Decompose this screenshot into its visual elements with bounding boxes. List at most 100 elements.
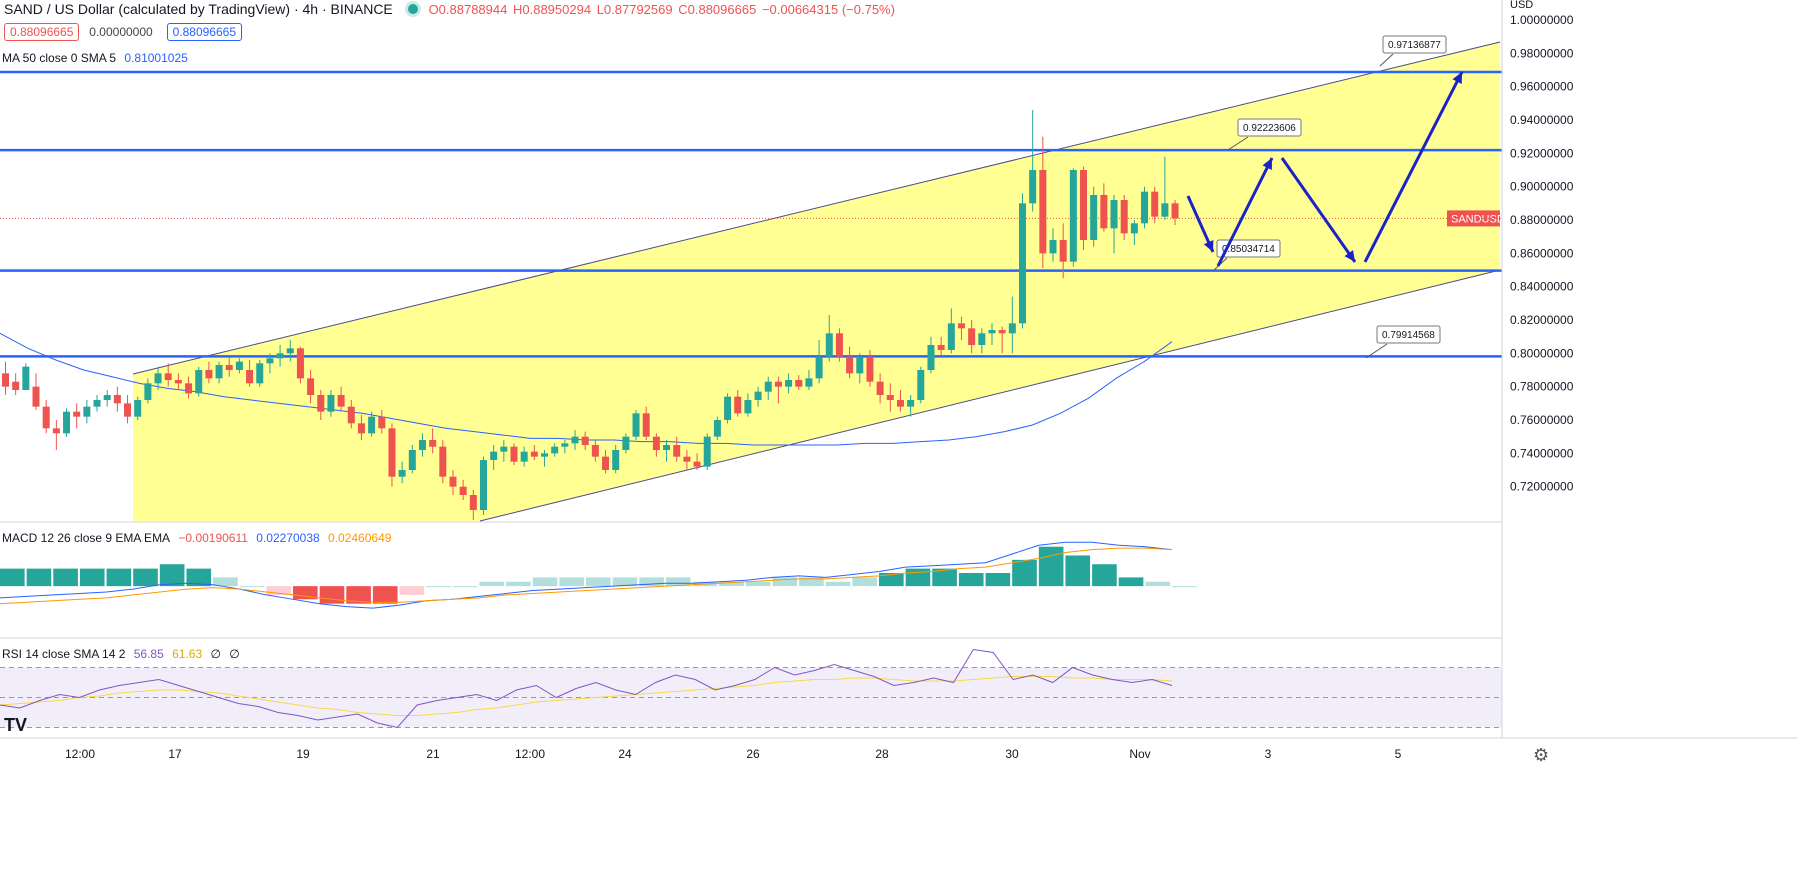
channel-lower-line bbox=[479, 269, 1501, 522]
channel-fill bbox=[133, 42, 1500, 521]
candle-body bbox=[1090, 195, 1098, 240]
sell-button[interactable]: 0.88096665 bbox=[4, 23, 80, 41]
annotation-leader bbox=[1365, 343, 1388, 359]
candle-body bbox=[144, 383, 152, 400]
candle-body bbox=[1049, 240, 1057, 254]
candle-body bbox=[632, 413, 640, 437]
macd-histogram-bar bbox=[879, 573, 904, 587]
candle-body bbox=[785, 380, 793, 387]
rsi-empty-2: ∅ bbox=[229, 647, 240, 661]
candle-body bbox=[835, 333, 843, 357]
candle-body bbox=[1141, 191, 1149, 224]
candle-body bbox=[520, 451, 528, 462]
macd-histogram-bar bbox=[745, 581, 771, 587]
macd-histogram-bar bbox=[53, 568, 78, 587]
macd-histogram-bar bbox=[958, 573, 984, 587]
candle-body bbox=[225, 365, 233, 370]
macd-line-value: 0.02270038 bbox=[256, 531, 320, 545]
annotation-label: 0.79914568 bbox=[1382, 330, 1435, 341]
candle-body bbox=[398, 470, 406, 477]
candle-body bbox=[63, 411, 71, 434]
candle-body bbox=[673, 445, 681, 457]
candle-body bbox=[408, 450, 416, 470]
candle-body bbox=[103, 395, 111, 400]
macd-histogram-bar bbox=[186, 568, 212, 587]
macd-histogram-bar bbox=[266, 586, 291, 595]
candle-body bbox=[337, 395, 345, 407]
price-tick-label: 0.88000000 bbox=[1510, 213, 1574, 227]
buy-button[interactable]: 0.88096665 bbox=[166, 23, 242, 41]
ohlc-values: O0.88788944 H0.88950294 L0.87792569 C0.8… bbox=[429, 2, 897, 17]
candle-body bbox=[266, 358, 274, 364]
rsi-ma-line bbox=[0, 676, 1173, 716]
macd-layer: 0.020000000.00000000-0.02000000 bbox=[0, 541, 1578, 622]
candle-body bbox=[276, 353, 284, 359]
macd-histogram-bar bbox=[586, 577, 611, 587]
annotation-box bbox=[1376, 325, 1441, 344]
macd-histogram-bar bbox=[133, 568, 158, 587]
candle-body bbox=[154, 373, 162, 384]
candle-body bbox=[927, 345, 935, 370]
annotation-box bbox=[1216, 239, 1281, 258]
macd-histogram-bar bbox=[932, 568, 957, 587]
candle-body bbox=[1171, 203, 1179, 219]
macd-legend[interactable]: MACD 12 26 close 9 EMA EMA −0.00190611 0… bbox=[2, 531, 396, 545]
candle-body bbox=[174, 380, 182, 384]
symbol-tag: SANDUSD bbox=[1451, 213, 1505, 225]
candle-body bbox=[73, 411, 81, 417]
candle-body bbox=[327, 395, 335, 412]
macd-histogram-bar bbox=[905, 568, 931, 587]
candle-body bbox=[693, 461, 701, 467]
macd-histogram-bar bbox=[1038, 546, 1064, 587]
candle-body bbox=[500, 446, 508, 452]
candle-body bbox=[764, 381, 772, 392]
candle-body bbox=[541, 453, 549, 457]
arrows-layer bbox=[1186, 71, 1464, 267]
symbol-title[interactable]: SAND / US Dollar (calculated by TradingV… bbox=[4, 1, 393, 17]
candle-body bbox=[429, 440, 437, 447]
low-value: L0.87792569 bbox=[596, 2, 673, 17]
rsi-ma-value: 61.63 bbox=[172, 647, 203, 661]
macd-histogram-bar bbox=[665, 577, 691, 587]
rsi-layer: 80.0060.0040.00 bbox=[0, 646, 1540, 729]
time-tick-label: 5 bbox=[1395, 747, 1402, 761]
candle-body bbox=[113, 395, 121, 404]
candle-body bbox=[1008, 323, 1016, 334]
candle-body bbox=[286, 348, 294, 354]
macd-hist-value: −0.00190611 bbox=[178, 531, 248, 545]
projection-arrow bbox=[1280, 157, 1357, 263]
annotation-box bbox=[1382, 35, 1447, 54]
rsi-value: 56.85 bbox=[133, 647, 164, 661]
macd-histogram-bar bbox=[346, 586, 371, 604]
candle-body bbox=[896, 400, 904, 407]
candle-body bbox=[1100, 195, 1108, 229]
candle-body bbox=[1039, 170, 1047, 254]
candle-body bbox=[469, 495, 477, 510]
high-value: H0.88950294 bbox=[512, 2, 592, 17]
candle-body bbox=[235, 361, 243, 370]
rsi-legend[interactable]: RSI 14 close SMA 14 2 56.85 61.63 ∅ ∅ bbox=[2, 647, 245, 661]
candle-body bbox=[795, 380, 803, 387]
candle-body bbox=[317, 395, 325, 412]
candle-body bbox=[571, 436, 579, 444]
candle-body bbox=[12, 381, 20, 390]
candle-body bbox=[1069, 170, 1077, 262]
macd-histogram-bar bbox=[559, 577, 584, 587]
candle-body bbox=[83, 406, 91, 417]
ma-legend[interactable]: MA 50 close 0 SMA 5 0.81001025 bbox=[2, 51, 193, 65]
settings-gear-icon: ⚙ bbox=[1533, 745, 1549, 765]
price-tick-label: 0.90000000 bbox=[1510, 180, 1574, 194]
candle-body bbox=[378, 416, 386, 429]
macd-histogram-bar bbox=[852, 577, 877, 587]
price-tick-label: 0.94000000 bbox=[1510, 113, 1574, 127]
macd-histogram-bar bbox=[639, 577, 664, 587]
candle-body bbox=[703, 436, 711, 467]
candle-body bbox=[490, 451, 498, 460]
candle-body bbox=[683, 456, 691, 462]
projection-arrow bbox=[1363, 71, 1464, 263]
macd-histogram-bar bbox=[772, 577, 798, 587]
macd-histogram-bar bbox=[159, 564, 185, 587]
macd-histogram-bar bbox=[479, 581, 505, 587]
candle-body bbox=[774, 381, 782, 387]
